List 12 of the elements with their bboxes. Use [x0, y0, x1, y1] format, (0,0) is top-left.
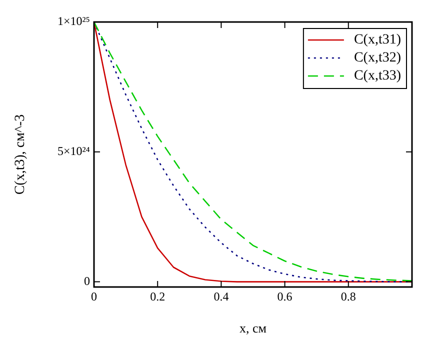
y-axis-title: C(x,t3), см^-3: [13, 114, 28, 195]
x-tick-label: 0.2: [150, 289, 166, 304]
legend-label: C(x,t31): [354, 32, 402, 48]
y-tick-label: 1×10²⁵: [57, 14, 90, 28]
y-tick-label: 0: [84, 274, 90, 288]
x-tick-label: 0.6: [277, 289, 292, 304]
legend-label: C(x,t32): [354, 50, 402, 66]
x-tick-label: 0.4: [214, 289, 229, 304]
legend-label: C(x,t33): [354, 68, 402, 84]
x-axis-title: x, см: [240, 320, 266, 336]
x-tick-label: 0.8: [340, 289, 356, 304]
y-tick-label: 5×10²⁴: [57, 144, 90, 158]
